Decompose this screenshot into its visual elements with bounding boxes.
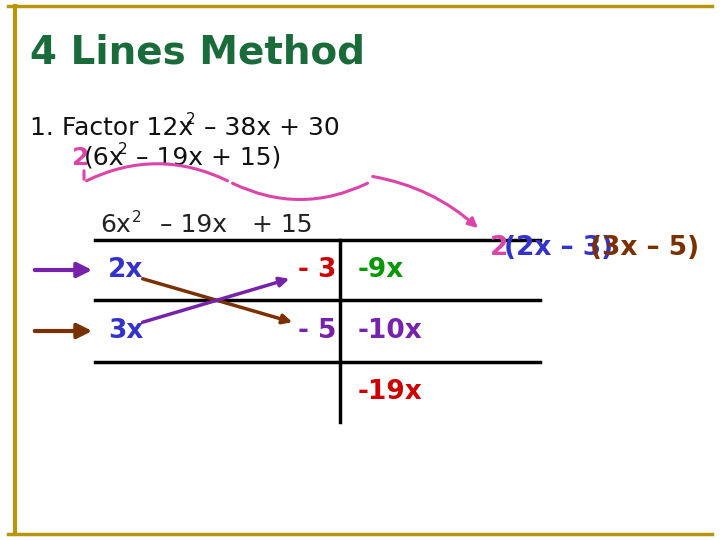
Text: -10x: -10x: [358, 318, 423, 344]
Text: - 3: - 3: [298, 257, 336, 283]
Text: 6x: 6x: [100, 213, 131, 237]
Text: (6x: (6x: [84, 146, 125, 170]
Text: (3x – 5): (3x – 5): [590, 235, 699, 261]
Text: – 38x + 30: – 38x + 30: [196, 116, 340, 140]
Text: -9x: -9x: [358, 257, 404, 283]
Text: -19x: -19x: [358, 379, 423, 405]
Text: 2: 2: [118, 143, 127, 158]
Text: 2: 2: [72, 146, 89, 170]
Text: 3x: 3x: [108, 318, 143, 344]
Text: (2x – 3): (2x – 3): [504, 235, 613, 261]
Text: – 19x + 15): – 19x + 15): [128, 146, 282, 170]
Text: 4 Lines Method: 4 Lines Method: [30, 33, 365, 71]
Text: 2: 2: [186, 111, 196, 126]
Text: – 19x: – 19x: [160, 213, 227, 237]
Text: 2: 2: [132, 210, 142, 225]
Text: - 5: - 5: [298, 318, 336, 344]
Text: 1. Factor 12x: 1. Factor 12x: [30, 116, 193, 140]
Text: 2: 2: [490, 235, 508, 261]
Text: + 15: + 15: [252, 213, 312, 237]
Text: 2x: 2x: [108, 257, 143, 283]
